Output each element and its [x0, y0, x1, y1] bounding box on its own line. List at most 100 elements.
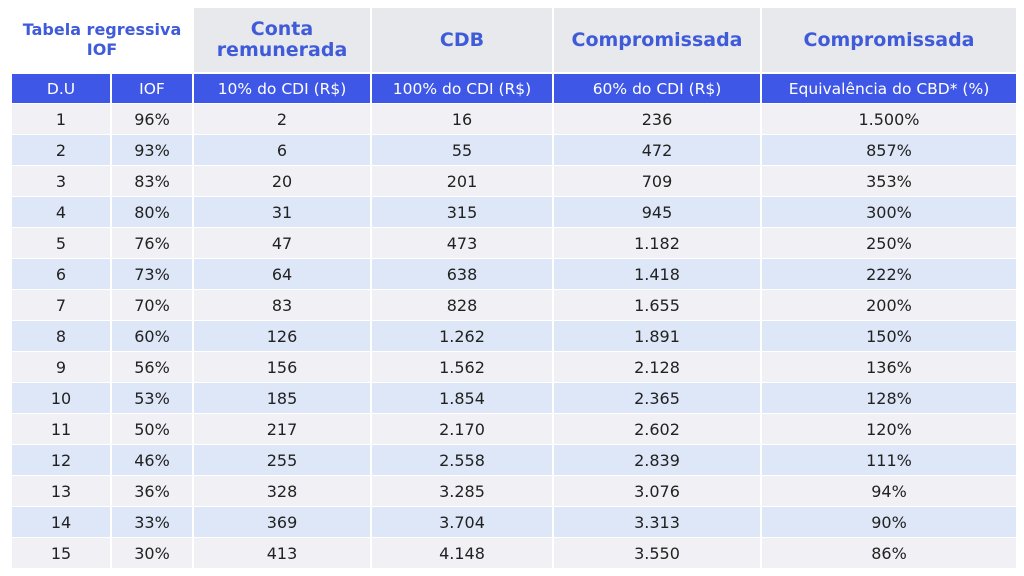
equivalencia-cell: 94% — [762, 476, 1016, 507]
compromissada-cell: 236 — [554, 104, 760, 135]
cdb-cell: 2.170 — [372, 414, 552, 445]
table-row: 5 76% 47 473 1.182 250% — [12, 228, 1016, 259]
table-body: 1 96% 2 16 236 1.500% 2 93% 6 55 472 857% 3 83% 20 201 7… — [12, 104, 1016, 569]
cdb-cell: 638 — [372, 259, 552, 290]
table-row: 2 93% 6 55 472 857% — [12, 135, 1016, 166]
du-cell: 7 — [12, 290, 110, 321]
du-cell: 5 — [12, 228, 110, 259]
table-row: 6 73% 64 638 1.418 222% — [12, 259, 1016, 290]
cdb-cell: 16 — [372, 104, 552, 135]
equivalencia-cell: 1.500% — [762, 104, 1016, 135]
cdb-cell: 3.704 — [372, 507, 552, 538]
compromissada-cell: 3.550 — [554, 538, 760, 569]
equivalencia-cell: 857% — [762, 135, 1016, 166]
compromissada-cell: 945 — [554, 197, 760, 228]
compromissada-cell: 3.076 — [554, 476, 760, 507]
table-row: 15 30% 413 4.148 3.550 86% — [12, 538, 1016, 569]
equivalencia-cell: 150% — [762, 321, 1016, 352]
group-header-cdb: CDB — [372, 8, 552, 72]
du-cell: 12 — [12, 445, 110, 476]
compromissada-cell: 1.655 — [554, 290, 760, 321]
table-row: 11 50% 217 2.170 2.602 120% — [12, 414, 1016, 445]
column-header-equivalencia: Equivalência do CBD* (%) — [762, 72, 1016, 104]
iof-cell: 96% — [112, 104, 192, 135]
du-cell: 10 — [12, 383, 110, 414]
table-row: 10 53% 185 1.854 2.365 128% — [12, 383, 1016, 414]
iof-cell: 60% — [112, 321, 192, 352]
compromissada-cell: 2.602 — [554, 414, 760, 445]
compromissada-cell: 1.182 — [554, 228, 760, 259]
table-row: 3 83% 20 201 709 353% — [12, 166, 1016, 197]
du-cell: 13 — [12, 476, 110, 507]
equivalencia-cell: 250% — [762, 228, 1016, 259]
cdb-cell: 1.262 — [372, 321, 552, 352]
group-header-row: Tabela regressiva IOF Conta remunerada C… — [12, 8, 1016, 72]
equivalencia-cell: 222% — [762, 259, 1016, 290]
equivalencia-cell: 86% — [762, 538, 1016, 569]
du-cell: 1 — [12, 104, 110, 135]
group-header-iof-table: Tabela regressiva IOF — [12, 8, 192, 72]
cdb-cell: 55 — [372, 135, 552, 166]
conta-remunerada-cell: 255 — [194, 445, 370, 476]
du-cell: 4 — [12, 197, 110, 228]
equivalencia-cell: 200% — [762, 290, 1016, 321]
cdb-cell: 828 — [372, 290, 552, 321]
du-cell: 3 — [12, 166, 110, 197]
compromissada-cell: 709 — [554, 166, 760, 197]
iof-cell: 56% — [112, 352, 192, 383]
conta-remunerada-cell: 2 — [194, 104, 370, 135]
cdb-cell: 1.562 — [372, 352, 552, 383]
conta-remunerada-cell: 328 — [194, 476, 370, 507]
conta-remunerada-cell: 413 — [194, 538, 370, 569]
table-row: 7 70% 83 828 1.655 200% — [12, 290, 1016, 321]
conta-remunerada-cell: 64 — [194, 259, 370, 290]
compromissada-cell: 472 — [554, 135, 760, 166]
iof-cell: 80% — [112, 197, 192, 228]
table-row: 8 60% 126 1.262 1.891 150% — [12, 321, 1016, 352]
table-row: 13 36% 328 3.285 3.076 94% — [12, 476, 1016, 507]
equivalencia-cell: 300% — [762, 197, 1016, 228]
column-header-100-cdi: 100% do CDI (R$) — [372, 72, 552, 104]
column-header-60-cdi: 60% do CDI (R$) — [554, 72, 760, 104]
compromissada-cell: 2.839 — [554, 445, 760, 476]
equivalencia-cell: 353% — [762, 166, 1016, 197]
equivalencia-cell: 120% — [762, 414, 1016, 445]
column-header-du: D.U — [12, 72, 110, 104]
conta-remunerada-cell: 20 — [194, 166, 370, 197]
iof-cell: 93% — [112, 135, 192, 166]
table-row: 1 96% 2 16 236 1.500% — [12, 104, 1016, 135]
cdb-cell: 4.148 — [372, 538, 552, 569]
iof-cell: 30% — [112, 538, 192, 569]
du-cell: 15 — [12, 538, 110, 569]
conta-remunerada-cell: 6 — [194, 135, 370, 166]
iof-cell: 76% — [112, 228, 192, 259]
du-cell: 11 — [12, 414, 110, 445]
du-cell: 2 — [12, 135, 110, 166]
table-row: 4 80% 31 315 945 300% — [12, 197, 1016, 228]
group-header-compromissada: Compromissada — [554, 8, 760, 72]
compromissada-cell: 2.365 — [554, 383, 760, 414]
iof-comparison-table: Tabela regressiva IOF Conta remunerada C… — [10, 8, 1018, 569]
conta-remunerada-cell: 126 — [194, 321, 370, 352]
du-cell: 9 — [12, 352, 110, 383]
equivalencia-cell: 111% — [762, 445, 1016, 476]
conta-remunerada-cell: 217 — [194, 414, 370, 445]
compromissada-cell: 1.418 — [554, 259, 760, 290]
column-header-iof: IOF — [112, 72, 192, 104]
du-cell: 6 — [12, 259, 110, 290]
column-header-10-cdi: 10% do CDI (R$) — [194, 72, 370, 104]
iof-cell: 33% — [112, 507, 192, 538]
du-cell: 8 — [12, 321, 110, 352]
comparison-table-container: Tabela regressiva IOF Conta remunerada C… — [10, 8, 1016, 569]
conta-remunerada-cell: 185 — [194, 383, 370, 414]
compromissada-cell: 1.891 — [554, 321, 760, 352]
conta-remunerada-cell: 83 — [194, 290, 370, 321]
iof-cell: 70% — [112, 290, 192, 321]
group-header-conta-remunerada: Conta remunerada — [194, 8, 370, 72]
conta-remunerada-cell: 31 — [194, 197, 370, 228]
iof-cell: 83% — [112, 166, 192, 197]
conta-remunerada-cell: 369 — [194, 507, 370, 538]
table-row: 9 56% 156 1.562 2.128 136% — [12, 352, 1016, 383]
table-row: 14 33% 369 3.704 3.313 90% — [12, 507, 1016, 538]
iof-cell: 50% — [112, 414, 192, 445]
